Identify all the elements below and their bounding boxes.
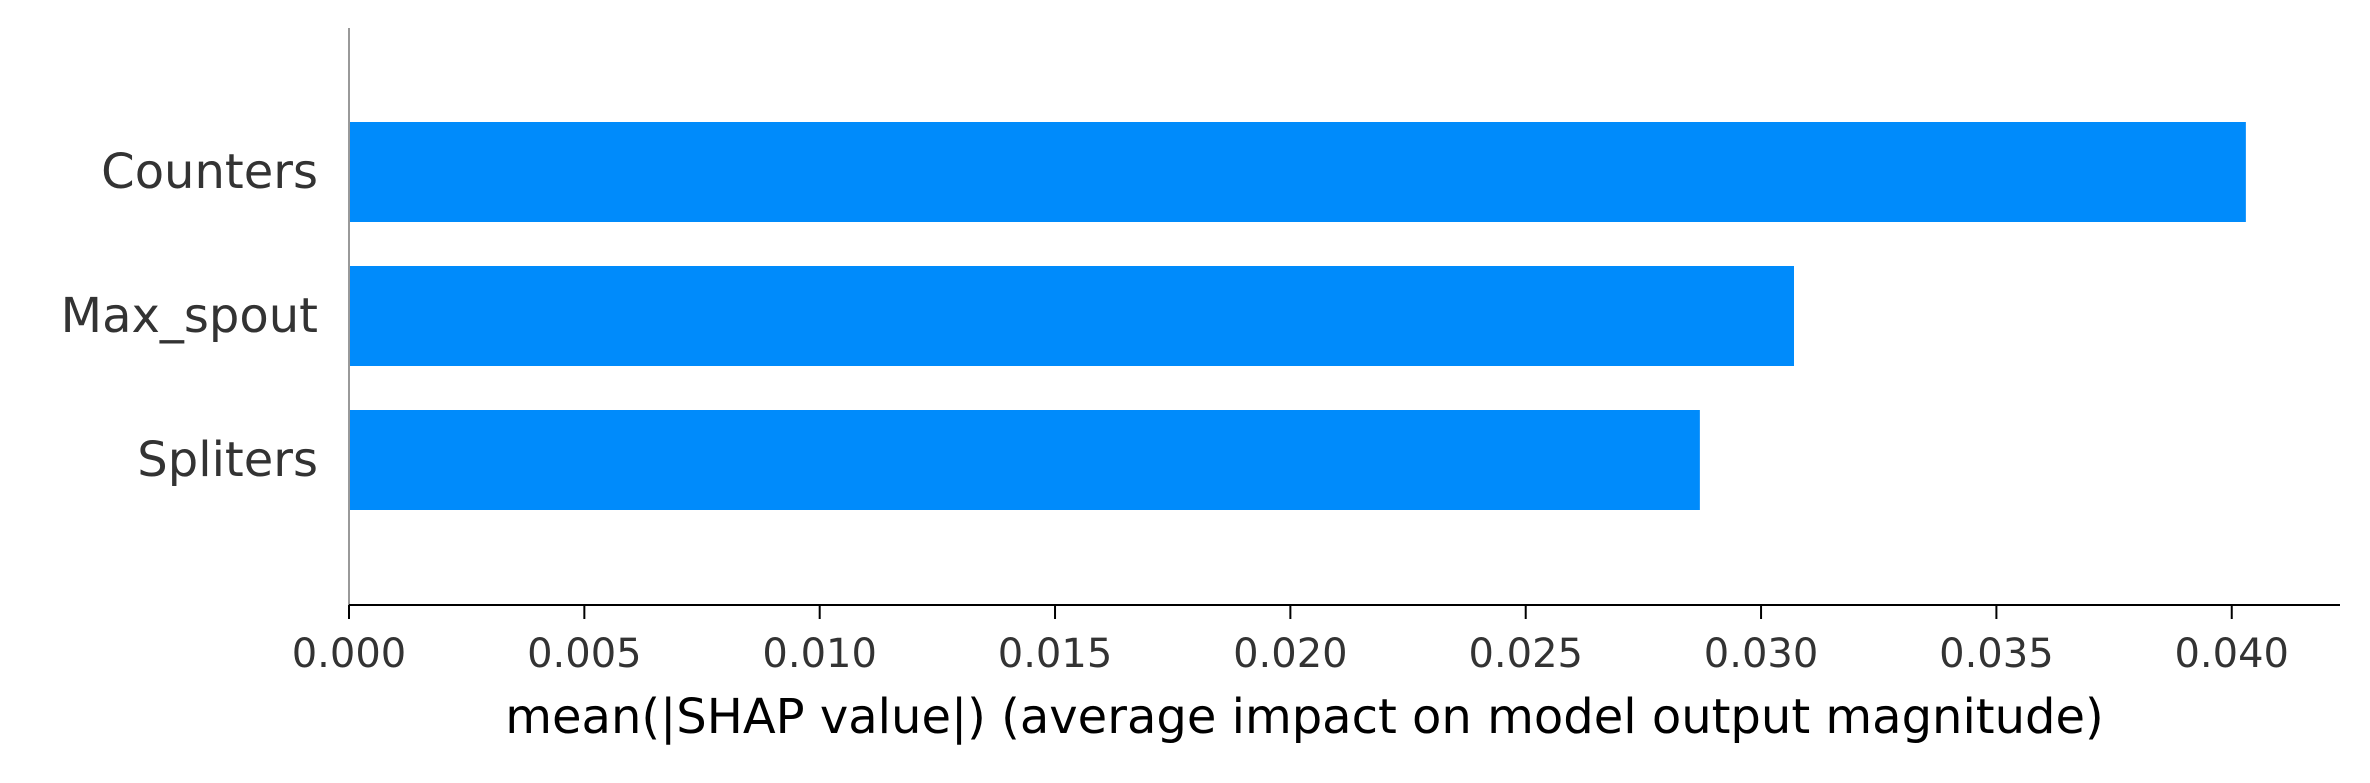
category-labels-layer: Counters Max_spout Spliters	[61, 144, 318, 488]
x-tick-label: 0.035	[1939, 631, 2054, 677]
x-tick-label: 0.030	[1704, 631, 1819, 677]
x-tick-label: 0.040	[2174, 631, 2289, 677]
x-tick-label: 0.025	[1468, 631, 1583, 677]
category-label-max-spout: Max_spout	[61, 288, 318, 344]
x-tick-label: 0.020	[1233, 631, 1348, 677]
bar-counters	[349, 122, 2246, 222]
category-label-spliters: Spliters	[137, 432, 318, 488]
bar-max-spout	[349, 266, 1795, 366]
x-ticks-layer: 0.000 0.005 0.010 0.015 0.020 0.025 0.030 0.035…	[292, 605, 2289, 677]
axis-layer	[348, 28, 2340, 606]
x-axis-label: mean(|SHAP value|) (average impact on mo…	[505, 689, 2104, 745]
category-label-counters: Counters	[101, 144, 318, 200]
x-tick-label: 0.005	[527, 631, 642, 677]
bars-layer	[349, 122, 2246, 510]
x-tick-label: 0.000	[292, 631, 407, 677]
x-tick-label: 0.015	[998, 631, 1113, 677]
bar-spliters	[349, 410, 1700, 510]
x-tick-label: 0.010	[762, 631, 877, 677]
